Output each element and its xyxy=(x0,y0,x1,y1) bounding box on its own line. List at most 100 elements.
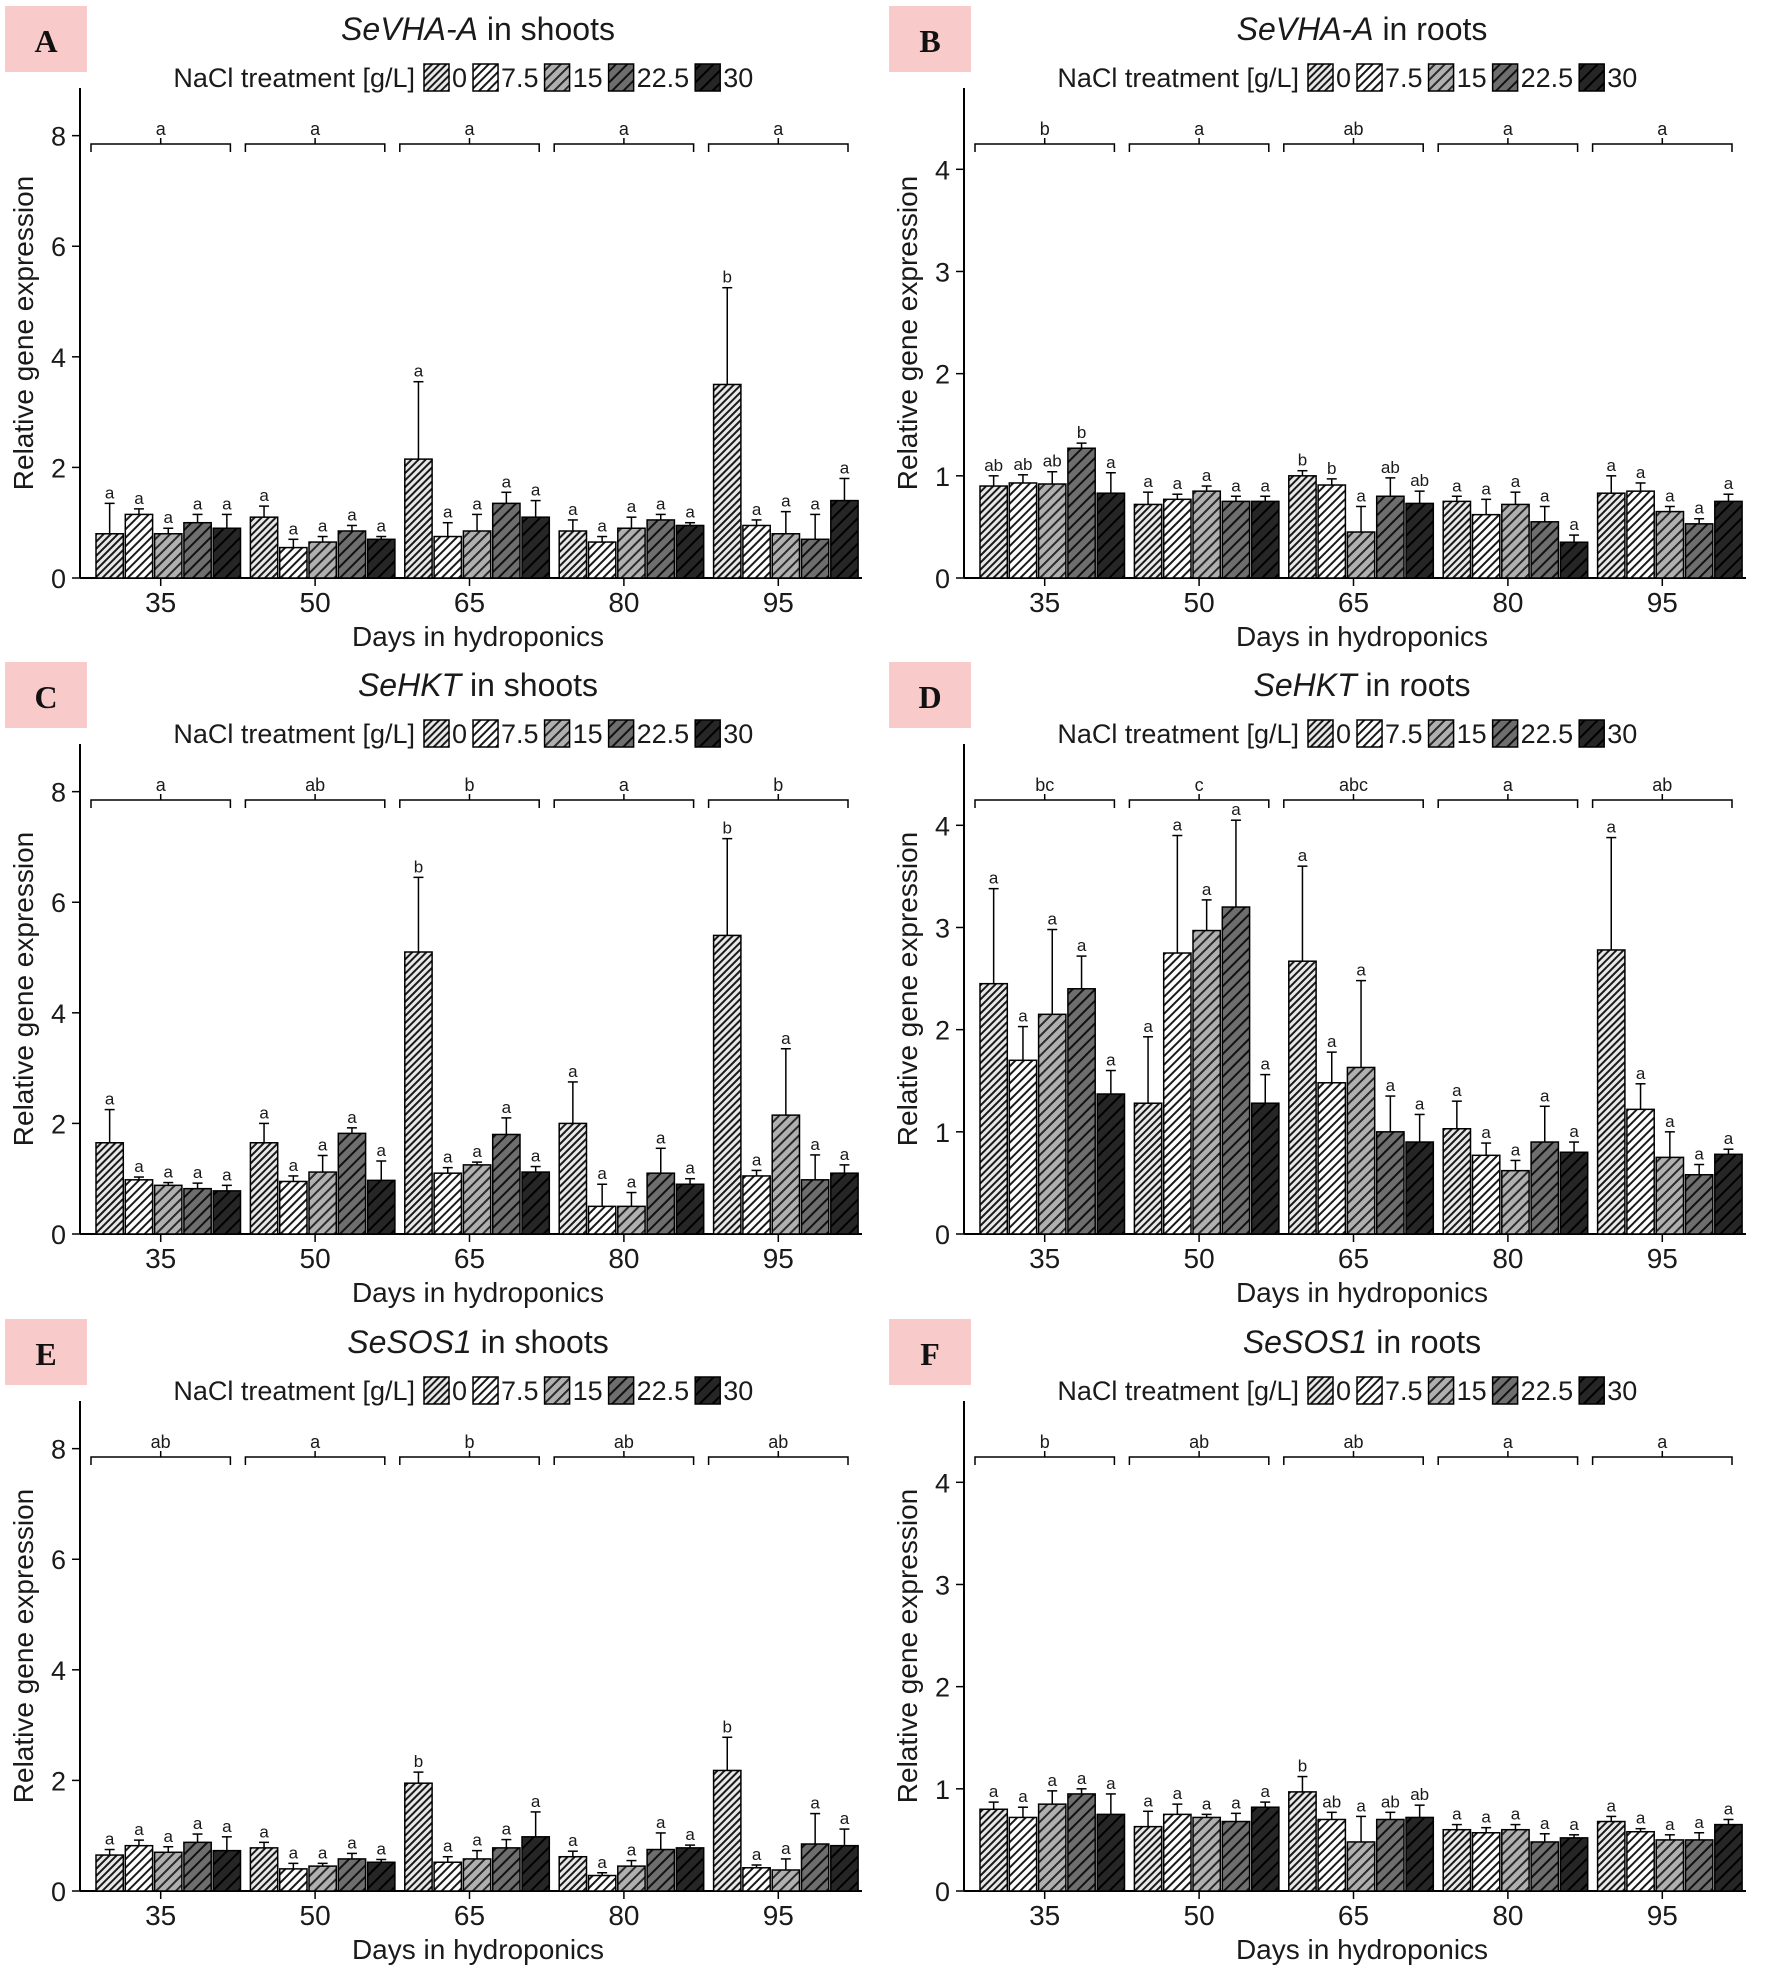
significance-letter: a xyxy=(1261,476,1271,495)
significance-letter: a xyxy=(318,517,328,536)
panel-letter: B xyxy=(919,23,940,59)
group-bracket xyxy=(399,799,540,808)
bar xyxy=(212,527,242,579)
bar xyxy=(1405,1141,1435,1235)
bar xyxy=(1405,502,1435,579)
legend-swatch xyxy=(607,1376,635,1405)
significance-letter: a xyxy=(443,1148,453,1167)
legend-label: 22.5 xyxy=(637,719,690,749)
bar xyxy=(646,1172,676,1235)
bar xyxy=(124,1844,154,1892)
legend-label: 0 xyxy=(1336,1376,1351,1406)
bar xyxy=(1530,1141,1560,1235)
legend-swatch xyxy=(543,719,571,748)
x-tick-label: 95 xyxy=(1647,1243,1678,1274)
group-bracket xyxy=(1437,1456,1579,1465)
bar xyxy=(462,1164,492,1235)
bar xyxy=(742,1175,771,1235)
bar xyxy=(153,1851,183,1892)
significance-letter: a xyxy=(1261,1055,1271,1074)
significance-letter: ab xyxy=(984,456,1003,475)
significance-letter: a xyxy=(627,1841,637,1860)
significance-letter: a xyxy=(597,1164,607,1183)
significance-letter: a xyxy=(1143,1791,1153,1810)
bar xyxy=(1250,500,1280,579)
bar xyxy=(587,1205,617,1235)
chart-title-gene: SeVHA-A xyxy=(1237,11,1374,47)
legend-swatch xyxy=(423,1376,450,1405)
y-axis-label: Relative gene expression xyxy=(8,832,39,1146)
group-letter: a xyxy=(619,119,630,139)
bar xyxy=(742,1867,771,1892)
significance-letter: ab xyxy=(1043,452,1062,471)
x-tick-label: 50 xyxy=(300,587,331,618)
x-axis-label: Days in hydroponics xyxy=(1236,1277,1488,1308)
significance-letter: a xyxy=(1048,1771,1058,1790)
group-bracket xyxy=(553,1456,695,1465)
group-bracket xyxy=(1128,799,1270,808)
legend-label: 7.5 xyxy=(1385,719,1423,749)
significance-letter: a xyxy=(289,519,299,538)
significance-letter: a xyxy=(1143,472,1153,491)
x-tick-label: 95 xyxy=(1647,1900,1678,1931)
panel-b: B SeVHA-A in roots NaCl treatment [g/L] 0 7.… xyxy=(889,6,1746,652)
bar xyxy=(1250,1806,1280,1892)
chart-title-gene: SeVHA-A xyxy=(341,11,478,47)
bar xyxy=(1133,1825,1163,1892)
panel-letter: A xyxy=(34,23,57,59)
bar xyxy=(1192,929,1222,1235)
significance-letter: a xyxy=(1481,1808,1491,1827)
significance-letter: a xyxy=(1231,800,1241,819)
group-letter: ab xyxy=(151,1432,171,1452)
significance-letter: a xyxy=(1386,1076,1396,1095)
group-bracket xyxy=(244,143,386,152)
chart-title-tissue: in roots xyxy=(1357,667,1471,703)
legend-title: NaCl treatment [g/L] xyxy=(173,719,415,749)
significance-letter: a xyxy=(1569,1815,1579,1834)
y-axis-label: Relative gene expression xyxy=(8,1489,39,1803)
y-tick-label: 2 xyxy=(51,1766,66,1796)
bar xyxy=(1221,1820,1251,1892)
y-tick-label: 6 xyxy=(51,232,66,262)
significance-letter: a xyxy=(656,494,666,513)
significance-letter: a xyxy=(568,1062,578,1081)
group-letter: a xyxy=(310,119,321,139)
legend-label: 22.5 xyxy=(1521,719,1574,749)
legend-label: 30 xyxy=(723,719,753,749)
significance-letter: a xyxy=(222,1165,232,1184)
legend-swatch xyxy=(472,719,499,748)
y-tick-label: 8 xyxy=(51,1435,66,1465)
bar xyxy=(1714,1823,1743,1892)
group-bracket xyxy=(244,799,386,808)
x-tick-label: 80 xyxy=(1492,1900,1523,1931)
x-tick-label: 35 xyxy=(145,1243,176,1274)
legend-title: NaCl treatment [g/L] xyxy=(1057,719,1299,749)
group-letter: ab xyxy=(305,775,325,795)
legend-label: 0 xyxy=(1336,719,1351,749)
group-letter: ab xyxy=(1343,119,1363,139)
panel-a: A SeVHA-A in shoots NaCl treatment [g/L] 0 7… xyxy=(5,6,862,652)
y-tick-label: 3 xyxy=(935,1570,950,1600)
significance-letter: a xyxy=(1415,1094,1425,1113)
bar xyxy=(249,516,279,579)
y-tick-label: 2 xyxy=(935,360,950,390)
bar xyxy=(1037,483,1067,579)
bar xyxy=(1626,1108,1655,1235)
bar xyxy=(771,1869,801,1892)
significance-letter: ab xyxy=(1381,458,1400,477)
legend-label: 15 xyxy=(1457,63,1487,93)
bar xyxy=(1008,482,1038,579)
bar xyxy=(979,982,1009,1235)
significance-letter: a xyxy=(164,1827,174,1846)
group-letter: b xyxy=(773,775,783,795)
group-bracket xyxy=(974,1456,1116,1465)
legend-label: 30 xyxy=(723,1376,753,1406)
group-letter: b xyxy=(464,1432,474,1452)
significance-letter: a xyxy=(1694,499,1704,518)
legend-label: 30 xyxy=(1607,1376,1637,1406)
y-tick-label: 1 xyxy=(935,462,950,492)
group-bracket xyxy=(553,143,695,152)
legend-label: 7.5 xyxy=(501,63,539,93)
group-bracket xyxy=(1283,1456,1424,1465)
chart-title: SeVHA-A in roots xyxy=(1237,11,1488,47)
